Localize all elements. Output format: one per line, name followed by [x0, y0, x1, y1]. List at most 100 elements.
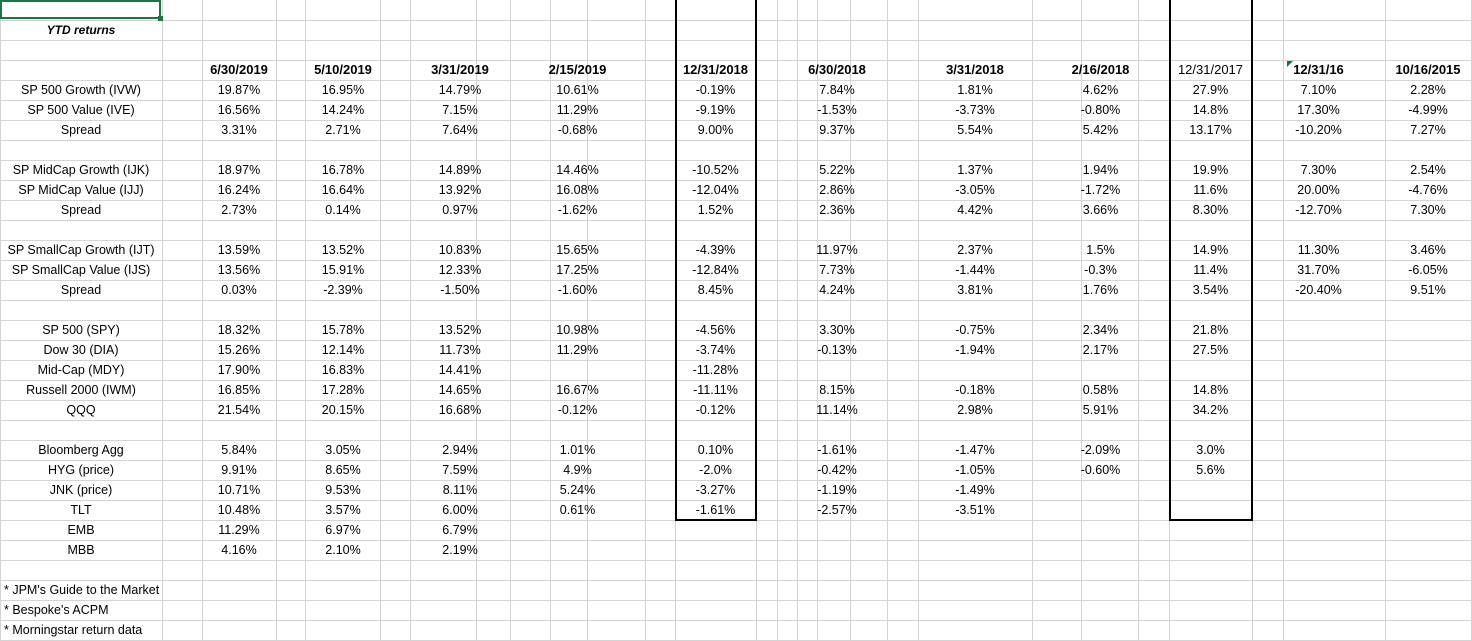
value-cell[interactable]: -1.53%	[817, 103, 857, 117]
row-label[interactable]: SP MidCap Growth (IJK)	[12, 163, 150, 177]
value-cell[interactable]: 16.95%	[321, 83, 365, 97]
value-cell[interactable]: 4.24%	[819, 283, 855, 297]
value-cell[interactable]: 11.14%	[816, 403, 858, 417]
value-cell[interactable]: -1.61%	[817, 443, 857, 457]
value-cell[interactable]: 15.91%	[321, 263, 365, 277]
value-cell[interactable]: 14.8%	[1192, 103, 1229, 117]
value-cell[interactable]: 8.15%	[819, 383, 855, 397]
value-cell[interactable]: 7.30%	[1410, 203, 1446, 217]
value-cell[interactable]: 2.94%	[442, 443, 478, 457]
value-cell[interactable]: 1.5%	[1086, 243, 1115, 257]
value-cell[interactable]: -2.09%	[1080, 443, 1121, 457]
date-header[interactable]: 12/31/2018	[682, 62, 749, 77]
date-header[interactable]: 3/31/2018	[946, 62, 1004, 77]
value-cell[interactable]: -0.75%	[955, 323, 995, 337]
value-cell[interactable]: -20.40%	[1295, 283, 1342, 297]
value-cell[interactable]: -11.11%	[693, 383, 738, 397]
value-cell[interactable]: -0.68%	[557, 123, 598, 137]
value-cell[interactable]: -3.51%	[955, 503, 995, 517]
value-cell[interactable]: -0.42%	[817, 463, 857, 477]
row-label[interactable]: TLT	[70, 503, 92, 517]
value-cell[interactable]: 0.03%	[221, 283, 257, 297]
value-cell[interactable]: 1.37%	[957, 163, 993, 177]
value-cell[interactable]: -10.52%	[692, 163, 739, 177]
date-header[interactable]: 12/31/2017	[1177, 62, 1244, 77]
value-cell[interactable]: 5.6%	[1196, 463, 1225, 477]
date-header[interactable]: 10/16/2015	[1395, 62, 1461, 77]
value-cell[interactable]: 14.8%	[1192, 383, 1229, 397]
value-cell[interactable]: 13.92%	[438, 183, 482, 197]
value-cell[interactable]: 18.97%	[217, 163, 261, 177]
value-cell[interactable]: 2.17%	[1082, 343, 1119, 357]
value-cell[interactable]: 9.91%	[221, 463, 257, 477]
row-label[interactable]: SP MidCap Value (IJJ)	[18, 183, 144, 197]
row-label[interactable]: JNK (price)	[49, 483, 113, 497]
value-cell[interactable]: 7.15%	[442, 103, 478, 117]
value-cell[interactable]: 10.98%	[556, 323, 599, 337]
value-cell[interactable]: 17.28%	[321, 383, 365, 397]
value-cell[interactable]: 16.56%	[217, 103, 261, 117]
value-cell[interactable]: -2.39%	[323, 283, 363, 297]
value-cell[interactable]: 18.32%	[217, 323, 261, 337]
value-cell[interactable]: -1.19%	[817, 483, 857, 497]
value-cell[interactable]: -1.94%	[955, 343, 995, 357]
value-cell[interactable]: 8.11%	[442, 483, 478, 497]
value-cell[interactable]: 14.65%	[438, 383, 482, 397]
value-cell[interactable]: 17.25%	[556, 263, 599, 277]
value-cell[interactable]: 15.65%	[556, 243, 599, 257]
value-cell[interactable]: 5.84%	[221, 443, 257, 457]
value-cell[interactable]: 3.0%	[1196, 443, 1225, 457]
value-cell[interactable]: 1.52%	[697, 203, 734, 217]
value-cell[interactable]: 12.33%	[438, 263, 482, 277]
value-cell[interactable]: 15.26%	[217, 343, 261, 357]
value-cell[interactable]: 4.42%	[957, 203, 993, 217]
value-cell[interactable]: 3.30%	[819, 323, 855, 337]
sheet-title[interactable]: YTD returns	[46, 23, 116, 37]
value-cell[interactable]: 3.57%	[325, 503, 361, 517]
value-cell[interactable]: 1.01%	[559, 443, 596, 457]
value-cell[interactable]: -1.72%	[1080, 183, 1121, 197]
value-cell[interactable]: 0.58%	[1082, 383, 1119, 397]
value-cell[interactable]: 2.71%	[325, 123, 361, 137]
date-header[interactable]: 2/15/2019	[548, 62, 607, 77]
value-cell[interactable]: -6.05%	[1408, 263, 1448, 277]
row-label[interactable]: SP SmallCap Value (IJS)	[11, 263, 151, 277]
row-label[interactable]: Spread	[60, 283, 102, 297]
value-cell[interactable]: 8.45%	[697, 283, 734, 297]
row-label[interactable]: QQQ	[66, 403, 96, 417]
value-cell[interactable]: -1.62%	[557, 203, 598, 217]
footnote[interactable]: * Bespoke's ACPM	[4, 603, 109, 617]
value-cell[interactable]: 7.59%	[442, 463, 478, 477]
date-header[interactable]: 2/16/2018	[1071, 62, 1130, 77]
value-cell[interactable]: 19.9%	[1192, 163, 1229, 177]
value-cell[interactable]: 2.19%	[442, 543, 478, 557]
value-cell[interactable]: 34.2%	[1192, 403, 1229, 417]
value-cell[interactable]: 1.94%	[1082, 163, 1119, 177]
value-cell[interactable]: -10.20%	[1295, 123, 1342, 137]
row-label[interactable]: SP 500 Value (IVE)	[27, 103, 135, 117]
value-cell[interactable]: 13.17%	[1189, 123, 1232, 137]
value-cell[interactable]: 16.85%	[217, 383, 261, 397]
value-cell[interactable]: -11.28%	[692, 363, 739, 377]
value-cell[interactable]: 4.16%	[221, 543, 257, 557]
value-cell[interactable]: 11.29%	[556, 343, 599, 357]
value-cell[interactable]: 27.9%	[1192, 83, 1229, 97]
value-cell[interactable]: 3.54%	[1192, 283, 1229, 297]
date-header[interactable]: 12/31/16	[1293, 62, 1344, 77]
value-cell[interactable]: 16.64%	[321, 183, 365, 197]
value-cell[interactable]: 11.6%	[1193, 183, 1228, 197]
value-cell[interactable]: 0.97%	[442, 203, 478, 217]
date-header[interactable]: 6/30/2019	[210, 62, 268, 77]
value-cell[interactable]: -3.27%	[695, 483, 736, 497]
value-cell[interactable]: 10.83%	[438, 243, 482, 257]
value-cell[interactable]: 9.53%	[325, 483, 361, 497]
value-cell[interactable]: -1.61%	[695, 503, 736, 517]
value-cell[interactable]: 14.41%	[438, 363, 482, 377]
value-cell[interactable]: 3.05%	[325, 443, 361, 457]
value-cell[interactable]: -1.05%	[955, 463, 995, 477]
value-cell[interactable]: -12.04%	[692, 183, 739, 197]
value-cell[interactable]: 19.87%	[217, 83, 261, 97]
value-cell[interactable]: 16.24%	[217, 183, 261, 197]
value-cell[interactable]: -1.44%	[955, 263, 995, 277]
